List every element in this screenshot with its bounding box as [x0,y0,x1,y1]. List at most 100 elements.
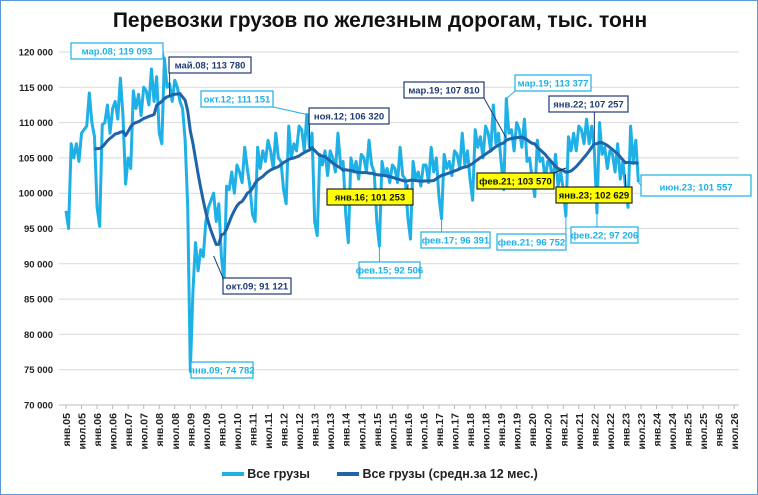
legend-swatch [222,472,245,476]
annotation-label: мар.08; 119 093 [82,47,153,58]
y-tick-label: 100 000 [19,189,53,200]
y-tick-label: 85 000 [24,295,53,306]
x-tick-label: янв.18 [465,413,477,447]
x-tick-label: янв.14 [341,413,353,447]
x-tick-label: июл.18 [481,413,493,450]
x-tick-label: июл.22 [605,413,617,450]
annotation-box [514,74,592,92]
chart-title: Перевозки грузов по железным дорогам, ты… [112,9,648,32]
x-tick-label: июл.12 [294,413,306,450]
x-tick-label: июл.19 [512,413,524,450]
x-tick-label: июл.07 [139,413,151,450]
annotation-label: янв.09; 74 782 [189,366,254,377]
annotation-label: фев.21; 96 752 [498,238,565,249]
y-tick-label: 105 000 [19,153,53,164]
annotation-box [420,231,491,249]
annotation-label: ноя.12; 106 320 [314,112,384,123]
x-tick-label: янв.17 [434,413,446,447]
x-tick-label: янв.16 [403,413,415,447]
x-tick-label: янв.06 [92,413,104,447]
x-tick-label: янв.09 [185,413,197,447]
annotation-box [476,172,555,190]
annotation-label: фев.15; 92 506 [356,266,423,277]
x-tick-label: июл.23 [636,413,648,450]
annotation-box [570,226,639,244]
x-tick-label: июл.14 [356,413,368,450]
x-tick-label: янв.07 [123,413,135,447]
annotation-label: мар.19; 113 377 [518,79,589,90]
x-tick-label: июл.17 [450,413,462,450]
x-tick-label: янв.20 [527,413,539,447]
x-tick-label: янв.19 [496,413,508,447]
series-line-all-cargo [64,56,640,373]
x-tick-label: июл.06 [108,413,120,450]
x-tick-label: июл.05 [77,413,89,450]
annotation-label: янв.23; 102 629 [559,191,629,202]
y-tick-label: 80 000 [24,330,53,341]
x-tick-label: янв.13 [310,413,322,447]
annotation-label: фев.17; 96 391 [422,236,490,247]
annotation-box [496,233,567,251]
x-tick-label: июл.11 [263,413,275,449]
x-tick-label: янв.10 [216,413,228,447]
x-tick-label: янв.25 [683,413,695,447]
x-tick-label: июл.24 [667,413,679,450]
annotation-label: фев.22; 97 206 [571,231,638,242]
y-tick-label: 75 000 [24,365,53,376]
annotation-label: окт.09; 91 121 [226,282,289,293]
y-tick-label: 120 000 [19,48,53,59]
x-tick-label: июл.13 [325,413,337,450]
y-tick-label: 115 000 [19,83,53,94]
legend-label: Все грузы [247,467,310,481]
x-tick-label: янв.22 [589,413,601,447]
annotation-leader-line [483,97,507,139]
x-tick-label: янв.15 [372,413,384,447]
annotation-box [200,90,274,108]
legend-item-all-cargo: Все грузы [222,467,310,481]
annotation-box [640,174,752,197]
annotation-box [403,81,485,99]
x-tick-label: июл.21 [574,413,586,450]
x-tick-label: июл.20 [543,413,555,450]
annotation-label: мар.19; 107 810 [408,86,479,97]
x-tick-label: июл.16 [418,413,430,450]
x-tick-label: янв.26 [714,413,726,447]
x-tick-label: янв.11 [247,413,259,446]
annotation-box [70,42,164,60]
y-tick-label: 90 000 [24,259,53,270]
annotation-leader-line [213,255,224,279]
annotation-box [222,277,292,295]
x-tick-label: июл.25 [698,413,710,450]
annotation-leader-line [272,106,307,115]
annotation-box [555,186,633,204]
series-line-moving-average [94,92,639,247]
annotation-label: янв.22; 107 257 [553,100,623,111]
x-tick-label: июл.08 [170,413,182,450]
x-tick-label: июл.26 [729,413,741,450]
annotation-box [190,361,254,379]
annotation-box [308,107,390,125]
x-tick-label: янв.24 [652,413,664,447]
annotation-box [168,56,252,74]
legend: Все грузы Все грузы (средн.за 12 мес.) [1,465,757,481]
annotation-label: фев.21; 103 570 [479,177,552,188]
annotation-box [548,95,629,113]
annotation-leader-line [553,167,567,174]
annotation-label: окт.12; 111 151 [204,95,271,106]
x-tick-label: июл.09 [201,413,213,450]
x-tick-label: янв.23 [620,413,632,447]
legend-item-moving-average: Все грузы (средн.за 12 мес.) [337,467,538,481]
annotation-label: янв.16; 101 253 [335,193,405,204]
annotation-label: май.08; 113 780 [175,61,246,72]
annotation-box [326,188,414,206]
annotation-label: июн.23; 101 557 [659,183,732,194]
legend-swatch [337,472,360,476]
x-tick-label: янв.21 [558,413,570,447]
annotation-box [358,261,421,279]
x-tick-label: июл.15 [387,413,399,450]
annotation-leader-line [505,90,516,100]
y-tick-label: 70 000 [24,401,53,412]
legend-label: Все грузы (средн.за 12 мес.) [362,467,538,481]
